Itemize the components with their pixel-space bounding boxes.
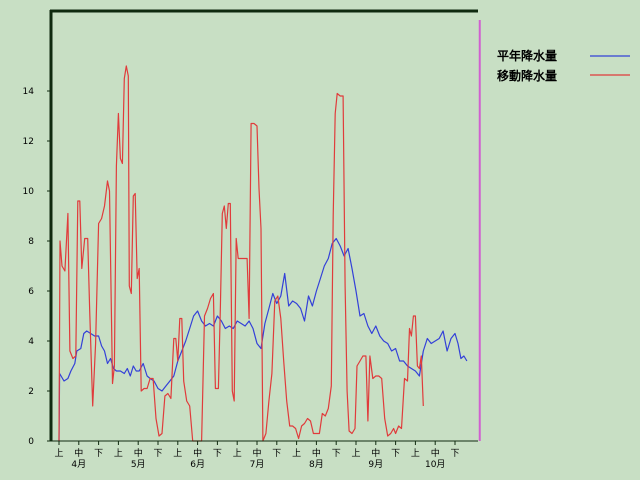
x-month-label: 5月 bbox=[131, 459, 146, 470]
x-period-label: 下 bbox=[94, 449, 103, 459]
x-period-label: 上 bbox=[54, 448, 63, 459]
x-period-label: 上 bbox=[351, 448, 360, 459]
y-tick-label: 2 bbox=[28, 387, 34, 397]
x-period-label: 上 bbox=[114, 448, 123, 459]
x-period-label: 中 bbox=[371, 447, 380, 459]
x-period-label: 下 bbox=[450, 449, 459, 459]
x-period-label: 上 bbox=[411, 448, 420, 459]
x-period-label: 下 bbox=[332, 449, 341, 459]
x-period-label: 中 bbox=[193, 447, 202, 459]
x-period-label: 上 bbox=[173, 448, 182, 459]
x-month-label: 6月 bbox=[190, 459, 205, 470]
legend-label-series-2: 移動降水量 bbox=[497, 68, 557, 83]
x-month-label: 9月 bbox=[368, 459, 383, 470]
y-tick-label: 4 bbox=[28, 337, 34, 347]
x-month-label: 8月 bbox=[309, 459, 324, 470]
x-period-label: 下 bbox=[272, 449, 281, 459]
y-tick-label: 10 bbox=[23, 187, 35, 197]
x-period-label: 中 bbox=[134, 447, 143, 459]
plot-area bbox=[50, 10, 478, 441]
x-period-label: 中 bbox=[252, 447, 261, 459]
x-period-label: 下 bbox=[213, 449, 222, 459]
y-tick-label: 8 bbox=[28, 237, 34, 247]
y-tick-label: 0 bbox=[28, 437, 34, 447]
x-period-label: 下 bbox=[391, 449, 400, 459]
x-period-label: 下 bbox=[153, 449, 162, 459]
x-period-label: 中 bbox=[74, 447, 83, 459]
legend-label-series-1: 平年降水量 bbox=[497, 48, 557, 63]
legend: 平年降水量 移動降水量 bbox=[497, 48, 630, 83]
y-tick-label: 14 bbox=[23, 87, 35, 97]
x-period-label: 上 bbox=[233, 448, 242, 459]
x-month-label: 10月 bbox=[425, 459, 445, 470]
x-month-label: 7月 bbox=[250, 459, 265, 470]
y-tick-label: 12 bbox=[23, 137, 34, 147]
series-line-1 bbox=[58, 237, 468, 442]
series-line-2 bbox=[58, 65, 424, 442]
x-period-label: 中 bbox=[431, 447, 440, 459]
x-period-label: 中 bbox=[312, 447, 321, 459]
x-month-label: 4月 bbox=[71, 459, 86, 470]
y-tick-label: 6 bbox=[28, 287, 34, 297]
x-period-label: 上 bbox=[292, 448, 301, 459]
